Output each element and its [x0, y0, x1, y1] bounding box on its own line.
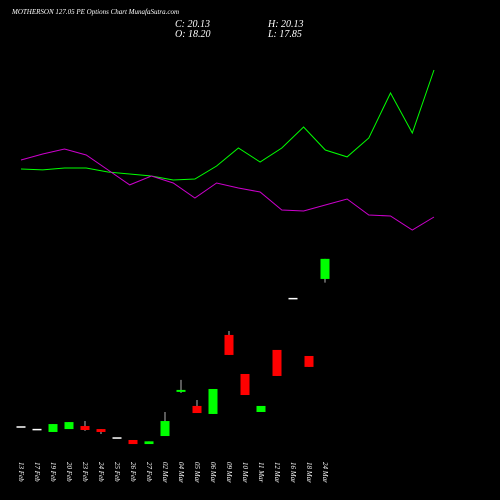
moving-average-line [20, 69, 435, 181]
x-tick-label: 12 Mar [273, 462, 281, 483]
ohlc-label: O: 18.20 [175, 29, 211, 40]
moving-average-line [20, 148, 435, 231]
candle-body [288, 297, 298, 300]
candle-body [192, 405, 202, 414]
x-tick-label: 11 Mar [257, 462, 265, 483]
candle-body [128, 439, 138, 445]
ohlc-label: H: 20.13 [267, 19, 304, 30]
candle-body [256, 405, 266, 412]
x-tick-label: 10 Mar [241, 462, 249, 483]
x-tick-label: 05 Mar [193, 462, 201, 483]
x-tick-label: 18 Mar [305, 462, 313, 483]
x-tick-label: 27 Feb [145, 462, 153, 482]
candle-body [240, 373, 250, 396]
x-tick-label: 19 Feb [49, 462, 57, 482]
x-tick-label: 24 Mar [321, 462, 329, 483]
x-tick-label: 17 Feb [33, 462, 41, 482]
candle-body [224, 334, 234, 355]
x-tick-label: 04 Mar [177, 462, 185, 483]
candle-body [320, 258, 330, 279]
candle-body [176, 389, 186, 392]
candle-body [64, 422, 74, 430]
x-tick-label: 23 Feb [81, 462, 89, 482]
x-tick-label: 24 Feb [97, 462, 105, 482]
x-tick-label: 16 Mar [289, 462, 297, 483]
candle-body [96, 429, 106, 432]
candle-body [160, 421, 170, 437]
candle-body [80, 426, 90, 430]
x-tick-label: 26 Feb [129, 462, 137, 482]
x-tick-label: 02 Mar [161, 462, 169, 483]
candle-body [304, 355, 314, 367]
ohlc-label: L: 17.85 [267, 29, 302, 40]
chart-title: MOTHERSON 127.05 PE Options Chart Munafa… [11, 8, 179, 16]
candle-body [32, 428, 42, 431]
x-tick-label: 25 Feb [113, 462, 121, 482]
candle-body [48, 424, 58, 432]
candle-body [144, 441, 154, 445]
ohlc-label: C: 20.13 [175, 19, 210, 30]
candle-body [272, 349, 282, 376]
candle-body [112, 437, 122, 439]
x-tick-label: 06 Mar [209, 462, 217, 483]
x-tick-label: 20 Feb [65, 462, 73, 482]
candle-body [16, 426, 26, 428]
x-tick-label: 13 Feb [17, 462, 25, 482]
x-tick-label: 09 Mar [225, 462, 233, 483]
candle-body [208, 388, 218, 414]
